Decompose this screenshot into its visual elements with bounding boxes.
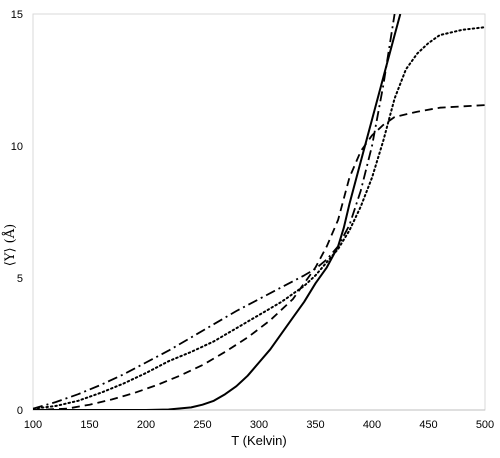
x-tick-label: 500 [476,419,494,431]
x-axis-title: T (Kelvin) [231,433,286,448]
y-tick-label: 15 [11,9,23,21]
series-layer [33,14,485,410]
plot-area [32,13,486,411]
x-tick-label: 100 [24,419,42,431]
x-tick-label: 350 [306,419,324,431]
y-tick-label: 10 [11,141,23,153]
series-line-dashed [33,104,485,410]
series-line-solid [33,14,402,410]
y-tick-label: 5 [17,273,23,285]
x-tick-label: 200 [137,419,155,431]
y-tick-label: 0 [17,405,23,417]
y-axis-title: ⟨Y⟩ (Å) [2,224,18,266]
x-tick-label: 150 [80,419,98,431]
x-tick-label: 250 [193,419,211,431]
x-tick-label: 300 [250,419,268,431]
series-line-dotted [33,26,485,410]
series-line-dashdot [33,14,396,410]
x-tick-label: 400 [363,419,381,431]
tick-labels: 100 150 200 250 300 350 400 450 500 0 5 10 15 [11,9,494,431]
x-tick-label: 450 [419,419,437,431]
